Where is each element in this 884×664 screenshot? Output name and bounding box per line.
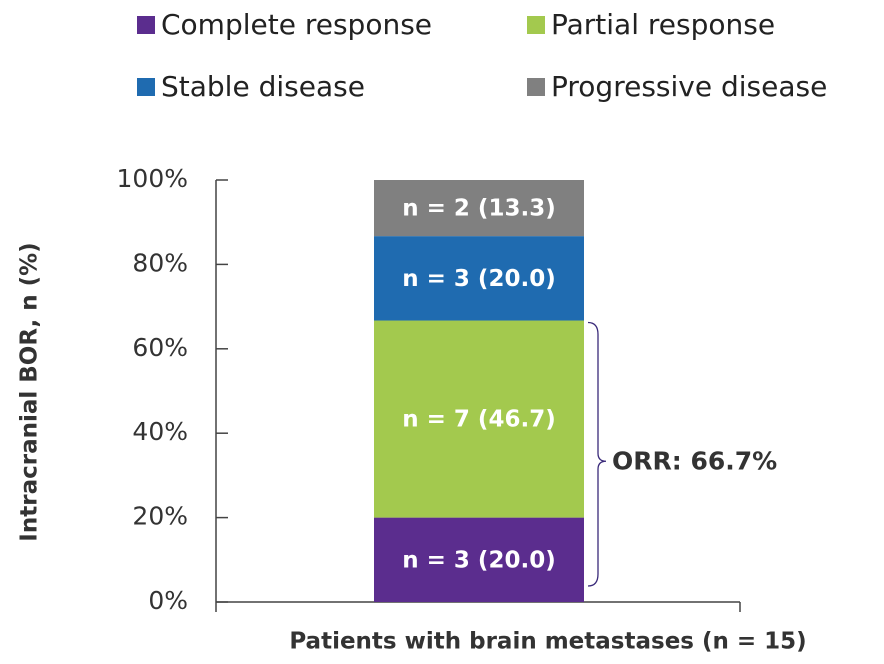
bar-segment bbox=[374, 236, 584, 321]
orr-annotation: ORR: 66.7% bbox=[612, 446, 777, 475]
y-tick-label: 40% bbox=[132, 417, 188, 446]
legend-label: Complete response bbox=[161, 8, 432, 41]
segment-label: n = 3 (20.0) bbox=[402, 547, 555, 573]
legend-swatch bbox=[527, 78, 545, 96]
legend-swatch bbox=[137, 16, 155, 34]
y-tick-label: 0% bbox=[148, 586, 188, 615]
legend-swatch bbox=[527, 16, 545, 34]
orr-bracket bbox=[587, 321, 607, 587]
legend-label: Partial response bbox=[551, 8, 775, 41]
x-axis-title: Patients with brain metastases (n = 15) bbox=[289, 629, 806, 655]
y-axis-title: Intracranial BOR, n (%) bbox=[17, 242, 43, 541]
y-tick-label: 60% bbox=[132, 333, 188, 362]
legend-label: Stable disease bbox=[161, 70, 365, 103]
bar-segment bbox=[374, 180, 584, 237]
bar-segment bbox=[374, 517, 584, 602]
y-tick-label: 100% bbox=[117, 164, 188, 193]
legend-label: Progressive disease bbox=[551, 70, 827, 103]
segment-label: n = 3 (20.0) bbox=[402, 266, 555, 292]
segment-label: n = 2 (13.3) bbox=[402, 196, 555, 222]
segment-label: n = 7 (46.7) bbox=[402, 407, 555, 433]
y-tick-label: 20% bbox=[132, 502, 188, 531]
legend-swatch bbox=[137, 78, 155, 96]
y-tick-label: 80% bbox=[132, 248, 188, 277]
bar-segment bbox=[374, 320, 584, 518]
